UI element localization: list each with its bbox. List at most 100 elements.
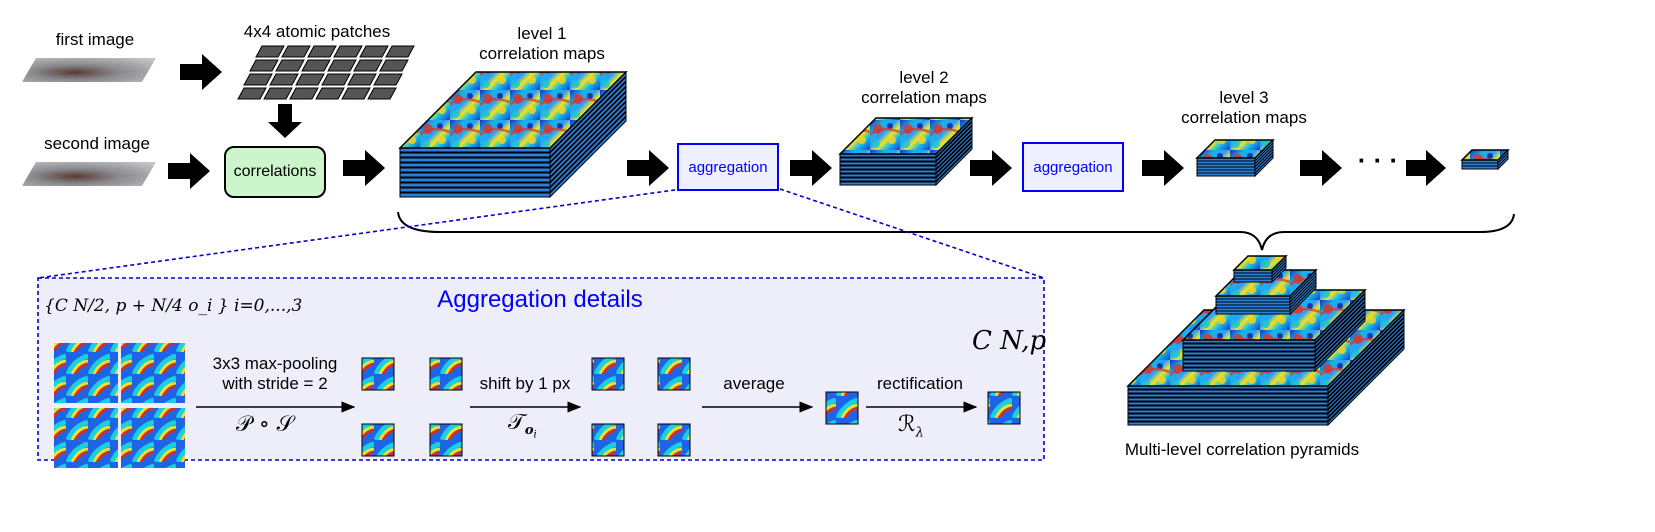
stack-slab-side <box>549 80 627 164</box>
stack-slab-side <box>549 115 627 199</box>
stack-slab-side <box>549 105 627 189</box>
final-correlation-stack <box>1460 148 1510 171</box>
stack-slab-front <box>1127 421 1329 426</box>
stack-top-heatmap <box>1460 149 1510 161</box>
average-label: average <box>723 374 785 393</box>
block-arrow-agg2-to-level3 <box>1142 150 1184 186</box>
level1-label: level 1 correlation maps <box>452 24 632 64</box>
stack-slab-front <box>1127 397 1329 402</box>
output-formula: C N,p <box>972 326 1046 356</box>
stack-slab-front <box>1182 347 1316 352</box>
zoom-line-right <box>779 188 1045 279</box>
stack-slab-side <box>1327 312 1405 395</box>
stack-slab-side <box>1327 316 1405 399</box>
stack-slab-side <box>1314 304 1366 361</box>
stack-slab-front <box>839 181 937 186</box>
atomic-patch <box>269 73 299 86</box>
stack-top-heatmap <box>838 117 974 155</box>
block-arrow-second-to-correlations <box>168 153 210 189</box>
stack-slab-side <box>1327 324 1405 407</box>
shifted-heatmap <box>591 357 625 391</box>
pooled-heatmap <box>361 357 395 391</box>
shifted-heatmaps <box>591 357 691 457</box>
level1-correlation-stack <box>398 70 628 199</box>
atomic-patch <box>301 59 331 72</box>
zoom-line-left <box>37 188 683 279</box>
pooled-heatmap <box>429 423 463 457</box>
stack-slab-front <box>839 161 937 166</box>
stack-slab-side <box>549 85 627 169</box>
block-arrow-correlations-to-level1 <box>343 150 385 186</box>
level3-label-line2: correlation maps <box>1181 108 1307 127</box>
stack-slab-side <box>1327 340 1405 423</box>
stack-slab-side <box>1327 332 1405 415</box>
pooled-heatmaps <box>361 357 463 457</box>
second-image-label: second image <box>44 134 150 153</box>
pooled-heatmap <box>429 357 463 391</box>
stack-slab-front <box>399 182 551 188</box>
stack-top-heatmap <box>398 71 628 149</box>
atomic-patch <box>263 87 293 100</box>
maxpool-label: 3x3 max-pooling with stride = 2 <box>190 354 360 394</box>
stack-slab-front <box>399 167 551 173</box>
stack-slab-front <box>839 165 937 170</box>
input-formula: {C N/2, p + N/4 o_i } i=0,...,3 <box>44 292 302 316</box>
stack-slab-side <box>935 136 973 179</box>
stack-slab-side <box>1314 292 1366 349</box>
stack-slab-side <box>549 95 627 179</box>
input-heatmap <box>121 343 185 403</box>
stack-slab-front <box>1127 409 1329 414</box>
output-formula-text: C N,p <box>972 326 1047 356</box>
atomic-patch <box>347 73 377 86</box>
atomic-patch-grid <box>237 45 415 100</box>
block-arrow-level2-to-agg2 <box>970 150 1012 186</box>
aggregation-details-panel <box>37 277 1045 461</box>
stack-slab-side <box>935 124 973 167</box>
stack-slab-side <box>1314 308 1366 365</box>
level2-label-line1: level 2 <box>899 68 949 87</box>
level1-label-line1: level 1 <box>517 24 567 43</box>
block-arrow-agg1-to-level2 <box>790 150 832 186</box>
stack-slab-side <box>549 110 627 194</box>
stack-slab-front <box>399 172 551 178</box>
stack-slab-front <box>839 169 937 174</box>
stack-slab-front <box>1127 401 1329 406</box>
level1-label-line2: correlation maps <box>479 44 605 63</box>
stack-slab-side <box>935 144 973 187</box>
rectification-operator-symbol: ℛ <box>898 412 916 437</box>
stack-slab-front <box>399 192 551 198</box>
block-arrow-level3-to-ellipsis <box>1300 150 1342 186</box>
atomic-patch <box>385 45 415 58</box>
pyramid-caption: Multi-level correlation pyramids <box>1124 440 1360 459</box>
first-image-label: first image <box>55 30 135 49</box>
stack-slab-front <box>1127 405 1329 410</box>
atomic-patch <box>373 73 403 86</box>
stack-slab-front <box>1182 367 1316 372</box>
stack-slab-front <box>399 152 551 158</box>
shift-operator: 𝒯oi <box>508 410 537 441</box>
stack-slab-front <box>399 162 551 168</box>
level3-label-line1: level 3 <box>1219 88 1269 107</box>
stack-slab-front <box>1182 343 1316 348</box>
atomic-patch <box>281 45 311 58</box>
atomic-patch <box>255 45 285 58</box>
shift-label: shift by 1 px <box>479 374 571 393</box>
stack-slab-front <box>1127 413 1329 418</box>
atomic-patch <box>243 73 273 86</box>
maxpool-operator: 𝒫 ∘ 𝒮 <box>236 412 294 437</box>
atomic-patch <box>307 45 337 58</box>
stack-slab-side <box>1314 300 1366 357</box>
stack-slab-front <box>1127 393 1329 398</box>
stack-slab-front <box>399 187 551 193</box>
shifted-heatmap <box>591 423 625 457</box>
correlations-label: correlations <box>233 163 317 180</box>
shift-operator-symbol: 𝒯 <box>508 410 525 435</box>
atomic-patches-label: 4x4 atomic patches <box>243 22 391 41</box>
aggregation-box-2-label: aggregation <box>1033 158 1113 176</box>
input-heatmap <box>54 408 118 468</box>
stack-slab-side <box>1327 344 1405 427</box>
rectified-heatmap <box>987 391 1021 425</box>
stack-slab-front <box>1182 351 1316 356</box>
stack-slab-front <box>1182 355 1316 360</box>
